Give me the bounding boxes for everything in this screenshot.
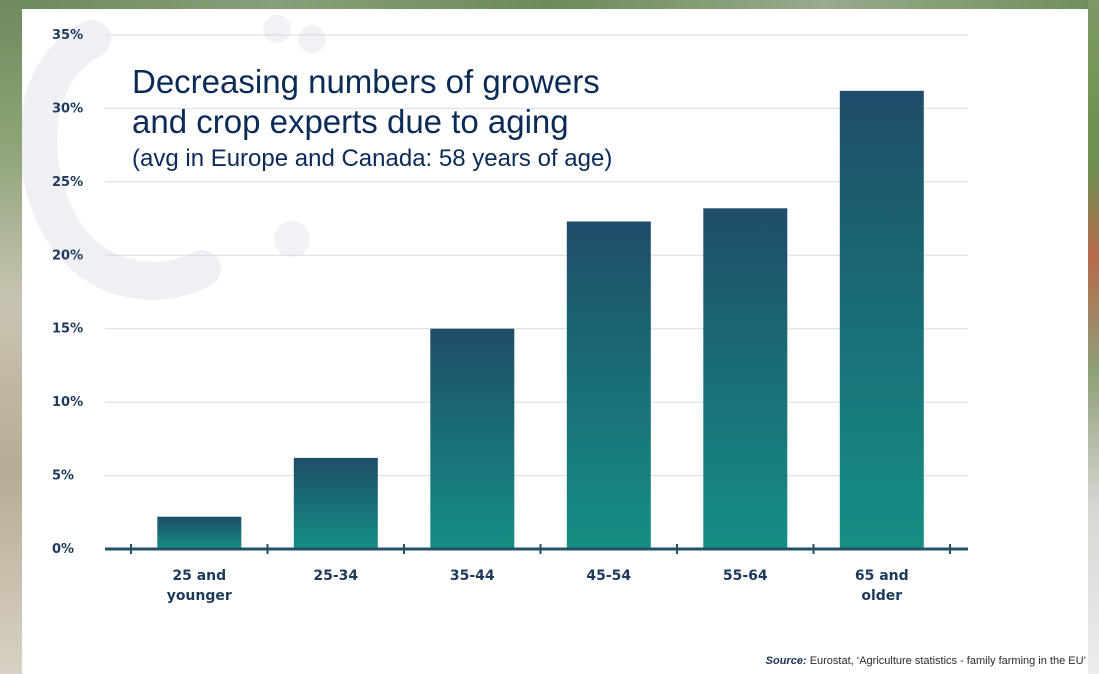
x-tick-label-5-line-1: older: [861, 588, 902, 604]
x-tick-label-2: 35-44: [450, 568, 495, 584]
x-tick-label-3-line-0: 45-54: [586, 568, 631, 584]
bar-2: [430, 329, 514, 549]
y-tick-label-5: 5%: [52, 469, 74, 484]
x-tick-label-5-line-0: 65 and: [855, 568, 909, 584]
x-tick-label-5: 65 and older: [855, 568, 909, 604]
y-tick-label-15: 15%: [52, 322, 83, 337]
y-tick-label-0: 0%: [52, 542, 74, 557]
y-tick-label-30: 30%: [52, 101, 83, 116]
chart-subtitle: (avg in Europe and Canada: 58 years of a…: [132, 144, 612, 174]
source-label: Source:: [766, 655, 807, 667]
x-axis-labels: 25 and younger 25-34 35-44 45-54 55-64 65 and o…: [167, 568, 909, 604]
x-tick-label-4-line-0: 55-64: [723, 568, 768, 584]
x-tick-label-3: 45-54: [586, 568, 631, 584]
chart-title-line-2: and crop experts due to aging: [132, 102, 612, 142]
bar-3: [567, 222, 651, 550]
chart-title-block: Decreasing numbers of growers and crop e…: [132, 62, 612, 174]
x-tick-label-0-line-1: younger: [167, 588, 232, 604]
x-tick-label-4: 55-64: [723, 568, 768, 584]
x-tick-label-2-line-0: 35-44: [450, 568, 495, 584]
y-tick-label-10: 10%: [52, 395, 83, 410]
y-tick-label-25: 25%: [52, 175, 83, 190]
y-tick-label-20: 20%: [52, 248, 83, 263]
bar-5: [840, 91, 924, 549]
x-tick-label-1: 25-34: [313, 568, 358, 584]
x-tick-label-1-line-0: 25-34: [313, 568, 358, 584]
source-note: Source: Eurostat, ‘Agriculture statistic…: [766, 655, 1086, 667]
y-tick-label-35: 35%: [52, 28, 83, 43]
source-text: Eurostat, ‘Agriculture statistics - fami…: [810, 655, 1086, 667]
bar-1: [294, 458, 378, 549]
x-tick-label-0-line-0: 25 and: [172, 568, 226, 584]
bar-4: [703, 208, 787, 549]
x-tick-label-0: 25 and younger: [167, 568, 232, 604]
bar-0: [157, 517, 241, 549]
y-axis-ticks: 0% 5% 10% 15% 20% 25% 30% 35%: [52, 28, 83, 557]
chart-title-line-1: Decreasing numbers of growers: [132, 62, 612, 102]
